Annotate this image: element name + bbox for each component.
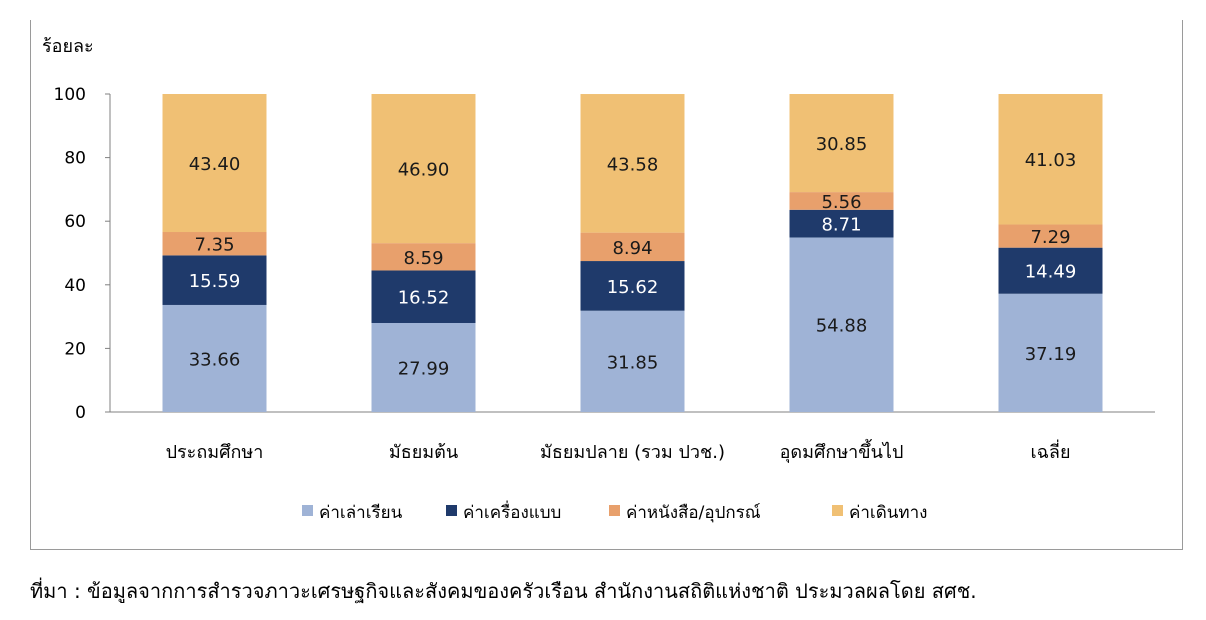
data-label: 7.35 [194, 235, 234, 256]
y-tick-label: 0 [75, 403, 86, 423]
bar-segment [998, 247, 1103, 294]
legend-label: ค่าเดินทาง [849, 503, 927, 523]
x-tick-label: มัธยมปลาย (รวม ปวช.) [540, 442, 725, 463]
x-axis-labels: ประถมศึกษา มัธยมต้น มัธยมปลาย (รวม ปวช.) อุ… [166, 439, 1071, 463]
source-note: ที่มา : ข้อมูลจากการสำรวจภาวะเศรษฐกิจและ… [30, 579, 977, 603]
data-label: 41.03 [1025, 150, 1077, 171]
bars: 33.66 15.59 7.35 43.40 27.99 16.52 8.59 46.90 31… [162, 94, 1103, 412]
data-label: 5.56 [821, 192, 861, 213]
bar-segment [371, 243, 476, 271]
bar-segment [998, 94, 1103, 225]
y-tick-label: 40 [64, 276, 86, 296]
legend-label: ค่าเครื่องแบบ [463, 500, 561, 523]
y-tick-label: 60 [64, 212, 86, 232]
x-tick-label: มัธยมต้น [389, 442, 458, 463]
data-label: 43.40 [189, 154, 241, 175]
data-label: 33.66 [189, 349, 241, 370]
y-tick-label: 20 [64, 339, 86, 359]
bar-segment [162, 304, 267, 412]
bar-segment [162, 255, 267, 305]
bar-segment [371, 270, 476, 323]
data-label: 16.52 [398, 288, 450, 309]
bar-segment [789, 192, 894, 210]
data-label: 8.71 [821, 215, 861, 236]
bar-segment [371, 322, 476, 412]
y-tick-label: 100 [54, 85, 86, 105]
bar-segment [371, 94, 476, 244]
data-label: 46.90 [398, 160, 450, 181]
data-label: 8.94 [612, 238, 652, 259]
bar-segment [580, 261, 685, 311]
bar-segment [998, 224, 1103, 248]
bar-segment [580, 232, 685, 262]
legend-swatch [446, 505, 457, 516]
data-label: 43.58 [607, 154, 659, 175]
y-tick-label: 80 [64, 149, 86, 169]
x-tick-label: อุดมศึกษาขึ้นไป [780, 439, 904, 463]
legend: ค่าเล่าเรียน ค่าเครื่องแบบ ค่าหนังสือ/อุปก… [302, 500, 927, 523]
bar-segment [789, 237, 894, 412]
data-label: 14.49 [1025, 262, 1077, 283]
bar-segment [162, 232, 267, 256]
data-label: 37.19 [1025, 344, 1077, 365]
data-label: 27.99 [398, 358, 450, 379]
bar-segment [580, 94, 685, 233]
data-label: 30.85 [816, 134, 868, 155]
stacked-bar-chart: ร้อยละ 0 20 40 60 80 100 33.66 15.59 7.35 43.40 2… [42, 36, 1155, 523]
legend-swatch [832, 505, 843, 516]
chart-frame [30, 20, 1183, 550]
data-label: 54.88 [816, 316, 868, 337]
bar-segment [998, 293, 1103, 412]
x-tick-label: เฉลี่ย [1031, 439, 1071, 463]
legend-swatch [609, 505, 620, 516]
bar-segment [162, 94, 267, 233]
data-label: 8.59 [403, 248, 443, 269]
legend-label: ค่าเล่าเรียน [319, 503, 403, 523]
bar-segment [580, 310, 685, 412]
x-tick-label: ประถมศึกษา [166, 442, 264, 463]
legend-label: ค่าหนังสือ/อุปกรณ์ [626, 503, 761, 523]
legend-swatch [302, 505, 313, 516]
data-label: 15.59 [189, 271, 241, 292]
y-axis-title: ร้อยละ [42, 36, 94, 57]
data-label: 15.62 [607, 277, 659, 298]
bar-segment [789, 209, 894, 238]
data-label: 7.29 [1030, 227, 1070, 248]
bar-segment [789, 94, 894, 193]
data-label: 31.85 [607, 352, 659, 373]
y-axis-ticks: 0 20 40 60 80 100 [54, 85, 110, 423]
